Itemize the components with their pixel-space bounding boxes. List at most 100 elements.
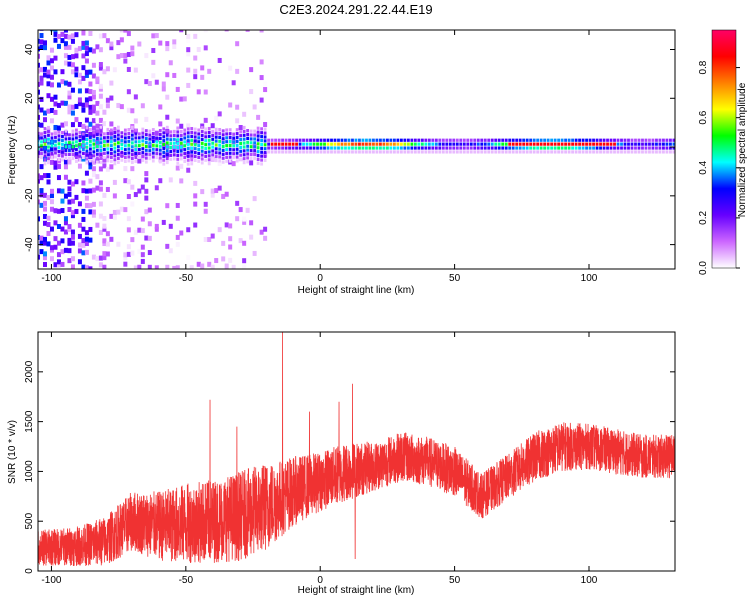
spectrogram-cell (651, 146, 655, 150)
spectrogram-cell (487, 142, 491, 146)
spectrogram-cell (344, 142, 347, 146)
spectrogram-cell (196, 89, 201, 95)
snr-y-axis-label: SNR (10 * v/v) (7, 420, 18, 484)
spectrogram-cell (351, 146, 354, 150)
spectrogram-cell (358, 142, 361, 146)
spectrogram-cell (98, 255, 103, 261)
spectrogram-cell (126, 107, 131, 113)
spectrogram-cell (126, 227, 131, 233)
spectrogram-cell (88, 81, 93, 87)
spectrogram-cell (57, 153, 61, 158)
spectrogram-cell (288, 142, 291, 146)
spectrogram-cell (445, 150, 449, 154)
spectrogram-cell (228, 223, 233, 229)
spectrogram-cell (84, 241, 89, 247)
spectrogram-cell (392, 142, 396, 146)
spectrogram-cell (232, 144, 236, 148)
spectrogram-cell (256, 134, 260, 138)
spectrogram-cell (183, 148, 187, 152)
spectrogram-cell (57, 23, 61, 28)
spectrogram-cell (588, 146, 592, 150)
spectrogram-cell (112, 209, 117, 215)
spectrogram-cell (246, 132, 250, 137)
spectrogram-cell (123, 53, 128, 59)
spectrogram-cell (116, 54, 121, 60)
spectrogram-cell (61, 150, 64, 154)
spectrogram-cell (224, 191, 229, 197)
spectrogram-cell (75, 136, 78, 140)
spectrogram-cell (462, 138, 466, 142)
spectrogram-cell (644, 142, 648, 146)
spectrogram-cell (165, 243, 170, 249)
spectrogram-cell (225, 159, 229, 163)
spectrogram-cell (39, 80, 44, 86)
spectrogram-cell (63, 41, 68, 47)
spectrogram-cell (102, 24, 106, 29)
spectrogram-cell (102, 136, 106, 140)
spectrogram-cell (218, 143, 222, 147)
spectrogram-cell (123, 58, 128, 64)
spectrogram-cell (53, 30, 58, 32)
spectrogram-cell (53, 220, 58, 226)
spectrogram-cell (60, 69, 65, 75)
spectrogram-cell (113, 138, 117, 142)
spectrogram-cell (259, 59, 264, 65)
spectrogram-cell (543, 138, 547, 142)
spectrogram-cell (106, 131, 110, 135)
spectrogram-cell (242, 125, 246, 130)
spectrogram-cell (119, 37, 124, 43)
spectrogram-cell (242, 137, 246, 141)
spectrogram-cell (386, 138, 389, 142)
spectrogram-cell (588, 150, 592, 154)
spectrogram-cell (119, 152, 124, 158)
spectrogram-cell (295, 146, 298, 150)
spectrogram-cell (557, 142, 561, 146)
spectrogram-cell (186, 123, 191, 129)
spectrogram-cell (200, 153, 204, 157)
spectrogram-cell (277, 138, 281, 142)
spectrogram-cell (232, 152, 236, 156)
spectrogram-cell (221, 156, 225, 160)
spectrogram-cell (176, 134, 180, 138)
spectrogram-cell (127, 139, 131, 143)
spectrogram-cell (504, 150, 508, 154)
spectrogram-cell (151, 59, 156, 65)
spectrogram-cell (525, 142, 529, 146)
spectrogram-cell (225, 155, 229, 159)
spectrogram-cell (235, 68, 240, 74)
spectrogram-cell (50, 132, 54, 136)
spectrogram-cell (57, 138, 61, 142)
spectrogram-cell (102, 109, 107, 115)
spectrogram-cell (169, 138, 173, 142)
spectrogram-cell (95, 44, 100, 50)
spectrogram-cell (365, 146, 368, 150)
spectrogram-cell (372, 150, 375, 154)
spectrogram-cell (267, 138, 271, 142)
spectrogram-cell (165, 153, 169, 157)
spectrogram-cell (595, 146, 599, 150)
spectrogram-cell (162, 135, 166, 139)
spectrogram-cell (239, 130, 243, 134)
spectrogram-cell (309, 150, 312, 154)
spectrogram-cell (235, 147, 239, 151)
spectrogram-cell (228, 132, 232, 136)
spectrogram-cell (126, 51, 131, 57)
spectrogram-cell (252, 104, 257, 110)
colorbar-tick-label: 0.2 (698, 211, 709, 225)
spectrogram-cell (210, 264, 215, 269)
spectrogram-cell (133, 192, 138, 198)
spectrogram-cell (38, 62, 40, 68)
spectrogram-cell (175, 202, 180, 208)
spectrogram-cell (70, 210, 75, 216)
spectrogram-cell (277, 150, 281, 154)
spectrogram-cell (77, 233, 82, 239)
spectrogram-cell (560, 146, 564, 150)
spectrogram-cell (53, 69, 58, 75)
spectrogram-cell (113, 142, 117, 146)
spectrogram-cell (571, 138, 574, 142)
spectrogram-cell (239, 153, 243, 157)
spectrogram-cell (260, 146, 264, 150)
spectrogram-cell (91, 159, 96, 165)
spectrogram-cell (214, 143, 218, 147)
spectrogram-cell (274, 142, 277, 146)
